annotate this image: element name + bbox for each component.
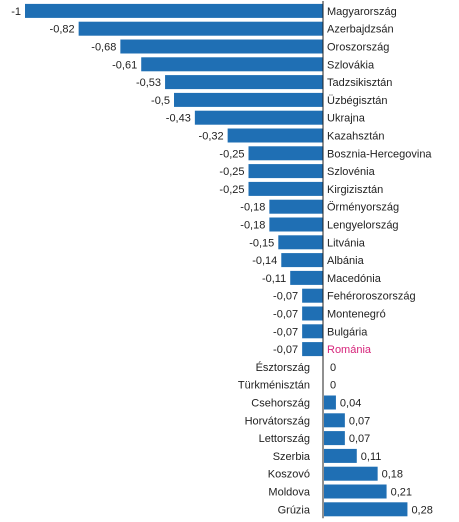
value-label-feheroroszorszag: -0,07 bbox=[273, 291, 298, 303]
bar-lettorszag bbox=[324, 431, 345, 446]
category-label-gruzia: Grúzia bbox=[278, 504, 311, 516]
value-label-lengyelorszag: -0,18 bbox=[240, 220, 265, 232]
category-label-szlovenia: Szlovénia bbox=[327, 166, 376, 178]
value-label-ukrajna: -0,43 bbox=[166, 113, 191, 125]
value-label-litvania: -0,15 bbox=[249, 237, 274, 249]
value-label-bulgaria: -0,07 bbox=[273, 326, 298, 338]
category-label-bosznia-hercegovina: Bosznia-Hercegovina bbox=[327, 148, 432, 160]
category-label-litvania: Litvánia bbox=[327, 237, 366, 249]
category-label-koszovo: Koszovó bbox=[268, 469, 310, 481]
category-label-moldova: Moldova bbox=[268, 487, 310, 499]
value-label-oroszorszag: -0,68 bbox=[91, 42, 116, 54]
category-label-macedonia: Macedónia bbox=[327, 273, 382, 285]
category-label-esztorszag: Észtország bbox=[256, 361, 310, 374]
value-label-magyarorszag: -1 bbox=[11, 6, 21, 18]
bar-szlovenia bbox=[248, 164, 323, 179]
bar-montenegro bbox=[302, 306, 323, 321]
category-label-kazahsztan: Kazahsztán bbox=[327, 131, 384, 143]
category-label-tadzsikisztan: Tadzsikisztán bbox=[327, 77, 392, 89]
bar-tadzsikisztan bbox=[165, 75, 323, 90]
category-label-bulgaria: Bulgária bbox=[327, 326, 368, 338]
bar-koszovo bbox=[324, 466, 378, 481]
value-label-macedonia: -0,11 bbox=[262, 273, 286, 285]
bar-oroszorszag bbox=[120, 39, 323, 54]
bar-szerbia bbox=[324, 448, 357, 463]
value-label-csehorszag: 0,04 bbox=[340, 398, 361, 410]
bar-ukrajna bbox=[194, 110, 323, 125]
value-label-kirgizisztan: -0,25 bbox=[219, 184, 244, 196]
category-label-magyarorszag: Magyarország bbox=[327, 6, 397, 18]
category-label-uzbegisztan: Üzbégisztán bbox=[327, 95, 388, 107]
bar-gruzia bbox=[324, 502, 408, 517]
bar-moldova bbox=[324, 484, 387, 499]
category-label-montenegro: Montenegró bbox=[327, 309, 386, 321]
bars-layer bbox=[25, 3, 408, 517]
category-label-szerbia: Szerbia bbox=[273, 451, 311, 463]
bar-uzbegisztan bbox=[174, 92, 323, 107]
value-label-albania: -0,14 bbox=[252, 255, 277, 267]
category-label-szlovakia: Szlovákia bbox=[327, 59, 375, 71]
category-label-ormenyorszag: Örményország bbox=[327, 202, 399, 214]
category-label-romania: Románia bbox=[327, 344, 372, 356]
category-label-turkmenisztan: Türkménisztán bbox=[238, 380, 310, 392]
bar-magyarorszag bbox=[25, 3, 323, 18]
value-label-szlovenia: -0,25 bbox=[219, 166, 244, 178]
value-label-uzbegisztan: -0,5 bbox=[151, 95, 170, 107]
bar-romania bbox=[302, 342, 323, 357]
category-label-azerbajdzsan: Azerbajdzsán bbox=[327, 24, 394, 36]
value-label-tadzsikisztan: -0,53 bbox=[136, 77, 161, 89]
bar-azerbajdzsan bbox=[78, 21, 323, 36]
value-label-romania: -0,07 bbox=[273, 344, 298, 356]
value-label-koszovo: 0,18 bbox=[382, 469, 403, 481]
value-label-lettorszag: 0,07 bbox=[349, 433, 370, 445]
bar-bulgaria bbox=[302, 324, 323, 339]
category-label-ukrajna: Ukrajna bbox=[327, 113, 366, 125]
value-label-azerbajdzsan: -0,82 bbox=[50, 24, 75, 36]
category-label-horvatorszag: Horvátország bbox=[245, 415, 310, 427]
category-label-lengyelorszag: Lengyelország bbox=[327, 220, 399, 232]
bar-feheroroszorszag bbox=[302, 288, 323, 303]
category-label-csehorszag: Csehország bbox=[251, 398, 310, 410]
bar-bosznia-hercegovina bbox=[248, 146, 323, 161]
value-label-montenegro: -0,07 bbox=[273, 309, 298, 321]
bar-horvatorszag bbox=[324, 413, 345, 428]
category-label-feheroroszorszag: Fehéroroszország bbox=[327, 291, 416, 303]
value-label-esztorszag: 0 bbox=[330, 362, 336, 374]
value-label-ormenyorszag: -0,18 bbox=[240, 202, 265, 214]
value-label-szlovakia: -0,61 bbox=[112, 59, 137, 71]
value-label-moldova: 0,21 bbox=[391, 487, 412, 499]
value-label-szerbia: 0,11 bbox=[361, 451, 382, 463]
labels-layer: Magyarország -1 Azerbajdzsán -0,82 Oroszorsz… bbox=[11, 6, 433, 516]
bar-kazahsztan bbox=[227, 128, 323, 143]
category-label-albania: Albánia bbox=[327, 255, 365, 267]
value-label-gruzia: 0,28 bbox=[411, 504, 432, 516]
bar-csehorszag bbox=[324, 395, 336, 410]
bar-litvania bbox=[278, 235, 323, 250]
value-label-bosznia-hercegovina: -0,25 bbox=[219, 148, 244, 160]
category-label-kirgizisztan: Kirgizisztán bbox=[327, 184, 383, 196]
value-label-horvatorszag: 0,07 bbox=[349, 415, 370, 427]
bar-lengyelorszag bbox=[269, 217, 323, 232]
bar-macedonia bbox=[290, 270, 323, 285]
bar-ormenyorszag bbox=[269, 199, 323, 214]
bar-szlovakia bbox=[141, 57, 323, 72]
value-label-turkmenisztan: 0 bbox=[330, 380, 336, 392]
value-label-kazahsztan: -0,32 bbox=[199, 131, 224, 143]
category-label-lettorszag: Lettország bbox=[259, 433, 310, 445]
bar-albania bbox=[281, 253, 323, 268]
bar-kirgizisztan bbox=[248, 181, 323, 196]
category-label-oroszorszag: Oroszország bbox=[327, 42, 389, 54]
